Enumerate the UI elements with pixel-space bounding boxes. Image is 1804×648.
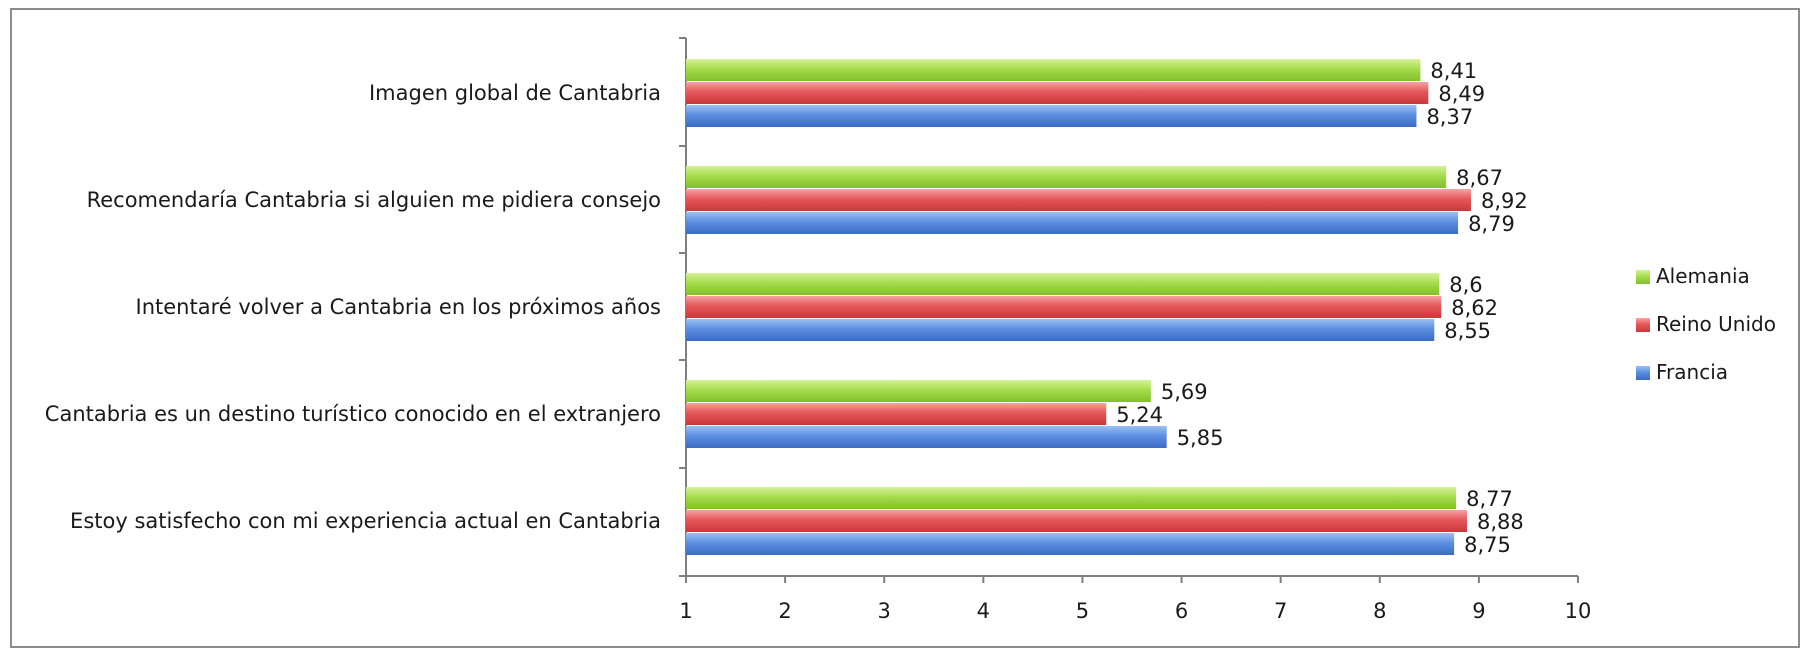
bars xyxy=(686,59,1471,555)
bar-reino-unido xyxy=(686,510,1467,532)
value-label-reino-unido: 8,62 xyxy=(1451,296,1498,320)
value-label-alemania: 8,41 xyxy=(1430,59,1477,83)
bar-francia xyxy=(686,533,1455,555)
value-label-reino-unido: 8,88 xyxy=(1477,510,1524,534)
value-label-reino-unido: 5,24 xyxy=(1116,403,1163,427)
bar-reino-unido xyxy=(686,403,1107,425)
bar-francia xyxy=(686,426,1167,448)
value-label-francia: 5,85 xyxy=(1177,426,1224,450)
legend-label-alemania: Alemania xyxy=(1656,264,1750,288)
x-tick-label: 1 xyxy=(679,599,692,623)
bar-francia xyxy=(686,319,1435,341)
value-label-francia: 8,79 xyxy=(1468,212,1515,236)
value-label-reino-unido: 8,92 xyxy=(1481,189,1528,213)
category-label: Estoy satisfecho con mi experiencia actu… xyxy=(70,509,661,533)
legend-label-reino-unido: Reino Unido xyxy=(1656,312,1776,336)
bar-francia xyxy=(686,105,1417,127)
x-tick-label: 4 xyxy=(977,599,990,623)
legend: Alemania Reino Unido Francia xyxy=(1636,264,1776,384)
legend-swatch-alemania xyxy=(1636,270,1650,284)
bar-alemania xyxy=(686,59,1421,81)
x-tick-label: 6 xyxy=(1175,599,1188,623)
value-label-francia: 8,75 xyxy=(1464,533,1511,557)
bar-reino-unido xyxy=(686,296,1442,318)
x-tick-label: 7 xyxy=(1274,599,1287,623)
x-tick-label: 5 xyxy=(1076,599,1089,623)
x-tick-label: 9 xyxy=(1472,599,1485,623)
bar-francia xyxy=(686,212,1459,234)
x-tick-label: 3 xyxy=(878,599,891,623)
value-label-alemania: 8,77 xyxy=(1466,487,1513,511)
value-label-francia: 8,37 xyxy=(1426,105,1473,129)
value-label-alemania: 8,6 xyxy=(1449,273,1482,297)
category-label: Recomendaría Cantabria si alguien me pid… xyxy=(87,188,661,212)
category-label: Imagen global de Cantabria xyxy=(369,81,661,105)
legend-swatch-reino-unido xyxy=(1636,318,1650,332)
legend-label-francia: Francia xyxy=(1656,360,1728,384)
axes: 1 2 3 4 5 6 7 8 9 10 xyxy=(679,37,1592,623)
value-label-alemania: 8,67 xyxy=(1456,166,1503,190)
value-label-alemania: 5,69 xyxy=(1161,380,1208,404)
bar-alemania xyxy=(686,166,1447,188)
legend-swatch-francia xyxy=(1636,366,1650,380)
x-tick-label: 10 xyxy=(1565,599,1592,623)
bar-reino-unido xyxy=(686,82,1429,104)
category-label: Cantabria es un destino turístico conoci… xyxy=(45,402,661,426)
value-label-francia: 8,55 xyxy=(1444,319,1491,343)
labels: Imagen global de Cantabria Recomendaría C… xyxy=(45,59,1528,557)
value-label-reino-unido: 8,49 xyxy=(1438,82,1485,106)
bar-reino-unido xyxy=(686,189,1471,211)
bar-alemania xyxy=(686,487,1457,509)
bar-alemania xyxy=(686,273,1440,295)
x-tick-label: 8 xyxy=(1373,599,1386,623)
category-label: Intentaré volver a Cantabria en los próx… xyxy=(136,295,662,319)
x-tick-label: 2 xyxy=(778,599,791,623)
bar-alemania xyxy=(686,380,1151,402)
